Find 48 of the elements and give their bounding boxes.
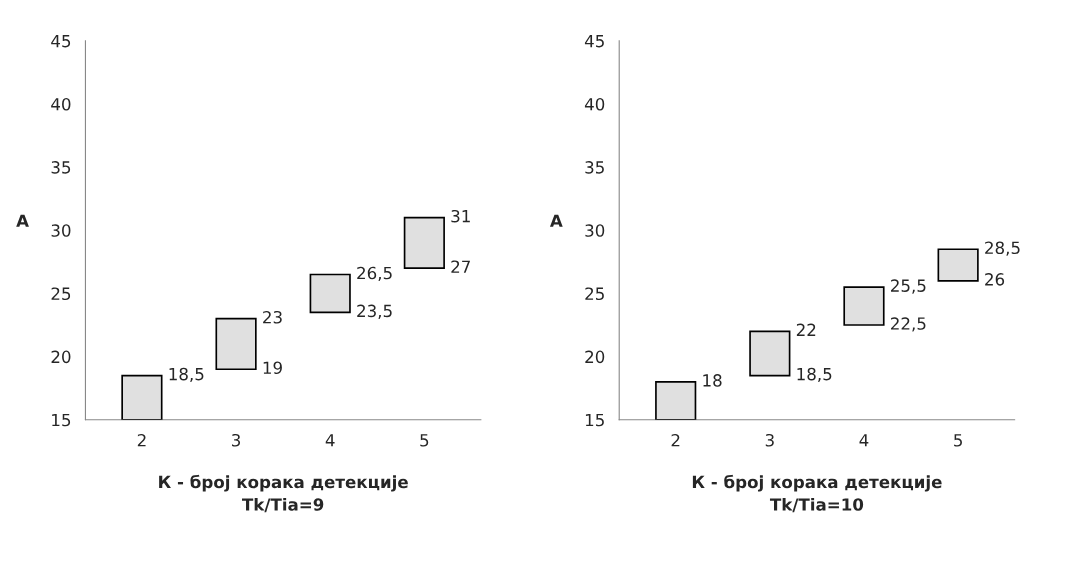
y-tick-label: 45 bbox=[584, 34, 604, 48]
y-tick-label: 30 bbox=[51, 224, 71, 237]
y-tick-label: 20 bbox=[51, 350, 71, 364]
annotation: 26 bbox=[985, 273, 1005, 286]
y-tick-label: 35 bbox=[51, 161, 71, 174]
y-tick-label: 35 bbox=[585, 161, 604, 174]
annotation: 19 bbox=[263, 361, 282, 375]
bar bbox=[309, 273, 351, 314]
x-tick-label: 4 bbox=[325, 434, 335, 447]
bar bbox=[937, 248, 979, 282]
y-axis-title: A bbox=[16, 214, 29, 227]
bar bbox=[215, 317, 257, 371]
annotation: 28,5 bbox=[985, 241, 1020, 256]
x-tick-label: 3 bbox=[765, 433, 774, 447]
y-tick-label: 40 bbox=[51, 97, 71, 111]
x-tick-label: 4 bbox=[859, 434, 869, 447]
bar bbox=[749, 330, 791, 377]
annotation: 25,5 bbox=[891, 279, 926, 294]
y-tick-label: 25 bbox=[585, 287, 604, 301]
bar bbox=[121, 374, 163, 420]
x-tick-label: 5 bbox=[420, 434, 429, 447]
annotation: 22,5 bbox=[891, 317, 926, 332]
y-tick-label: 20 bbox=[585, 350, 605, 364]
y-tick-label: 30 bbox=[585, 224, 605, 237]
y-tick-label: 15 bbox=[52, 413, 71, 427]
annotation: 22 bbox=[796, 323, 816, 336]
x-axis-title: К - број корака детекције Tk/Tia=10 bbox=[692, 474, 942, 513]
annotation: 18,5 bbox=[169, 367, 204, 383]
annotation: 23,5 bbox=[357, 304, 392, 319]
x-tick-label: 2 bbox=[137, 433, 146, 447]
y-tick-label: 15 bbox=[585, 413, 604, 427]
bar bbox=[655, 381, 697, 420]
annotation: 18 bbox=[703, 374, 722, 387]
x-tick-label: 5 bbox=[954, 434, 962, 447]
x-tick-label: 3 bbox=[232, 433, 241, 447]
bar bbox=[403, 216, 445, 270]
y-axis-title: A bbox=[549, 214, 563, 227]
y-tick-label: 25 bbox=[51, 287, 71, 301]
annotation: 26,5 bbox=[357, 266, 392, 282]
y-tick-label: 45 bbox=[51, 34, 71, 48]
x-axis-title: К - број корака детекције Tk/Tia=9 bbox=[159, 474, 408, 513]
x-tick-label: 2 bbox=[671, 433, 680, 447]
y-tick-label: 40 bbox=[584, 97, 605, 111]
annotation: 27 bbox=[451, 260, 470, 273]
annotation: 18,5 bbox=[797, 367, 832, 383]
annotation: 23 bbox=[263, 310, 282, 324]
bar bbox=[843, 286, 885, 326]
annotation: 31 bbox=[451, 209, 470, 223]
